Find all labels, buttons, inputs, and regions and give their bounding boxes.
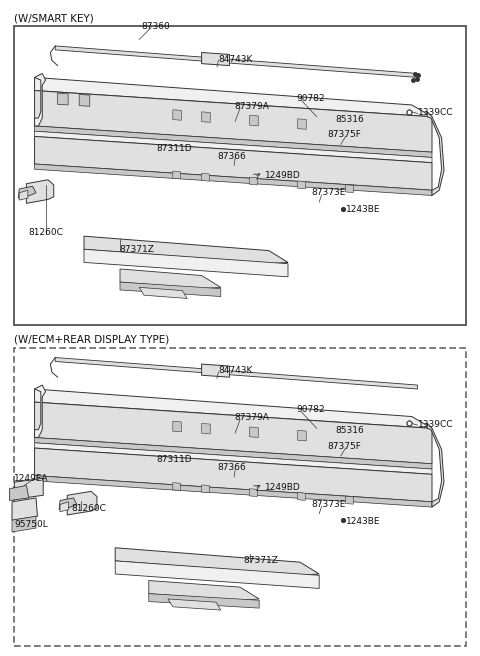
Text: 1249EA: 1249EA [14, 474, 49, 483]
Polygon shape [12, 516, 36, 532]
Polygon shape [250, 115, 258, 126]
Polygon shape [58, 93, 68, 105]
Polygon shape [35, 448, 432, 502]
Polygon shape [35, 126, 432, 157]
Polygon shape [346, 497, 353, 504]
Polygon shape [250, 177, 257, 185]
Polygon shape [10, 485, 29, 501]
Text: 1339CC: 1339CC [418, 420, 453, 429]
Text: 87379A: 87379A [234, 102, 269, 111]
Text: 90782: 90782 [297, 405, 325, 415]
Polygon shape [202, 173, 209, 181]
Polygon shape [173, 421, 181, 432]
Polygon shape [55, 46, 418, 77]
Polygon shape [298, 181, 305, 189]
Polygon shape [149, 581, 259, 600]
Polygon shape [202, 52, 229, 66]
Polygon shape [298, 430, 306, 441]
Polygon shape [35, 443, 432, 474]
Text: 87379A: 87379A [234, 413, 269, 422]
Text: 87371Z: 87371Z [119, 245, 154, 254]
Polygon shape [202, 485, 209, 493]
Polygon shape [115, 561, 319, 588]
Text: 1243BE: 1243BE [346, 205, 380, 215]
Polygon shape [12, 498, 37, 520]
Text: 87371Z: 87371Z [244, 556, 279, 565]
Polygon shape [139, 287, 187, 298]
Polygon shape [120, 269, 221, 289]
Polygon shape [35, 77, 432, 117]
Text: 1243BE: 1243BE [346, 517, 380, 526]
Text: 87311D: 87311D [156, 144, 192, 153]
Text: 87311D: 87311D [156, 455, 192, 464]
Polygon shape [427, 112, 444, 195]
Text: (W/SMART KEY): (W/SMART KEY) [14, 13, 94, 24]
Polygon shape [120, 282, 221, 297]
Polygon shape [14, 478, 43, 499]
Polygon shape [173, 171, 180, 179]
Text: 87366: 87366 [217, 463, 246, 472]
Polygon shape [35, 389, 432, 428]
Polygon shape [67, 491, 97, 515]
Polygon shape [427, 423, 444, 507]
Polygon shape [79, 94, 90, 106]
Polygon shape [84, 249, 288, 277]
Polygon shape [84, 236, 288, 264]
Polygon shape [35, 385, 46, 438]
Text: 85316: 85316 [335, 115, 364, 124]
Text: 87366: 87366 [217, 152, 246, 161]
Polygon shape [250, 489, 257, 497]
Polygon shape [35, 73, 46, 126]
Polygon shape [35, 136, 432, 190]
Polygon shape [18, 186, 36, 198]
Text: (W/ECM+REAR DISPLAY TYPE): (W/ECM+REAR DISPLAY TYPE) [14, 335, 169, 345]
Text: 87375F: 87375F [327, 441, 361, 451]
Polygon shape [202, 423, 210, 434]
Polygon shape [60, 502, 69, 512]
Text: 1249BD: 1249BD [265, 483, 300, 492]
Polygon shape [149, 594, 259, 608]
Polygon shape [35, 164, 432, 195]
Text: 87373E: 87373E [311, 500, 346, 509]
Polygon shape [115, 548, 319, 575]
Polygon shape [35, 476, 432, 507]
Text: 84743K: 84743K [218, 54, 253, 64]
Text: 81260C: 81260C [71, 504, 106, 513]
Polygon shape [168, 599, 221, 610]
Polygon shape [173, 483, 180, 491]
Polygon shape [173, 110, 181, 120]
Polygon shape [35, 131, 432, 163]
Polygon shape [250, 427, 258, 438]
Polygon shape [298, 493, 305, 501]
Text: 90782: 90782 [297, 94, 325, 103]
Polygon shape [298, 119, 306, 129]
Text: 87373E: 87373E [311, 188, 346, 197]
Text: 1249BD: 1249BD [265, 171, 300, 180]
Bar [14, 348, 466, 646]
Text: 87360: 87360 [142, 22, 170, 31]
Polygon shape [35, 438, 432, 469]
Text: 87375F: 87375F [327, 130, 361, 139]
Polygon shape [202, 364, 229, 377]
Text: 84743K: 84743K [218, 366, 253, 375]
Text: 95750L: 95750L [14, 520, 48, 529]
Polygon shape [202, 112, 210, 122]
Polygon shape [55, 358, 418, 389]
Text: 85316: 85316 [335, 426, 364, 436]
Polygon shape [59, 498, 77, 510]
Polygon shape [26, 180, 54, 203]
Polygon shape [35, 91, 432, 152]
Bar [14, 26, 466, 325]
Text: 1339CC: 1339CC [418, 108, 453, 117]
Text: 81260C: 81260C [29, 228, 64, 237]
Polygon shape [35, 402, 432, 464]
Polygon shape [19, 190, 28, 200]
Polygon shape [346, 185, 353, 193]
